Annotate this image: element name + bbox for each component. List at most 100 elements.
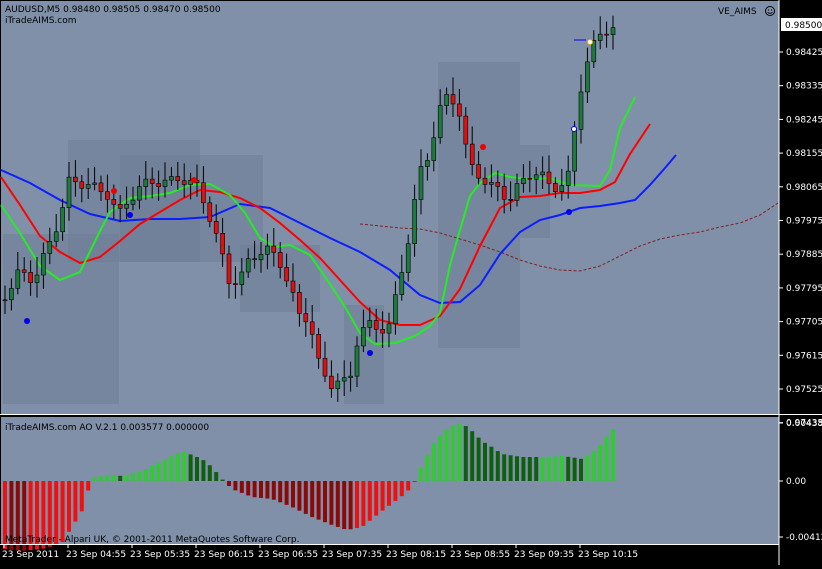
candle-body xyxy=(162,179,168,187)
ao-bar xyxy=(79,481,84,512)
ao-bar xyxy=(508,455,513,481)
candle-body xyxy=(130,199,136,205)
candle-body xyxy=(149,178,155,184)
ao-bar xyxy=(118,475,123,481)
candle-body xyxy=(425,160,430,167)
ao-bar xyxy=(393,481,398,501)
candle-body xyxy=(271,245,277,253)
candle-body xyxy=(437,105,443,139)
price-tick-label: 0.97975 xyxy=(786,217,822,227)
candle-body xyxy=(124,204,129,209)
ao-tick-label: 0.00 xyxy=(786,477,806,487)
candle-body xyxy=(2,299,8,302)
ao-bar xyxy=(105,475,110,481)
oscillator-pane[interactable] xyxy=(1,417,779,544)
candle-body xyxy=(489,182,494,185)
ao-bar xyxy=(111,475,116,481)
candle-body xyxy=(34,274,40,283)
ao-bar xyxy=(303,481,308,514)
ao-bar xyxy=(553,456,558,481)
ao-bar xyxy=(86,481,91,491)
price-tick-label: 0.97885 xyxy=(786,250,822,260)
ao-bar xyxy=(348,481,353,530)
time-tick-label: 23 Sep 10:15 xyxy=(578,550,638,560)
ao-bar xyxy=(572,457,577,481)
candle-body xyxy=(169,176,174,181)
candle-body xyxy=(117,203,123,209)
ao-bar xyxy=(28,481,33,551)
brand-label: iTradeAIMS.com xyxy=(5,16,77,26)
ao-bar xyxy=(297,481,302,511)
candle-body xyxy=(143,178,149,187)
candle-body xyxy=(565,170,571,186)
price-tick-label: 0.98425 xyxy=(786,48,822,58)
ao-bar xyxy=(591,451,596,481)
price-tick-label: 0.97615 xyxy=(786,351,822,361)
candle-body xyxy=(373,320,379,330)
candle-body xyxy=(41,253,46,276)
candle-body xyxy=(9,288,14,301)
time-axis: 23 Sep 2011 23 Sep 04:55 23 Sep 05:35 23 Se… xyxy=(2,544,638,560)
candle-body xyxy=(572,129,577,172)
candle-body xyxy=(585,61,590,93)
candle-body xyxy=(28,272,33,283)
ao-bar xyxy=(175,453,180,481)
ao-bar xyxy=(419,468,423,481)
ao-tick-label: 0.004388 xyxy=(786,419,822,429)
ao-bar xyxy=(476,437,481,481)
ao-bar xyxy=(323,481,327,523)
candle-body xyxy=(578,91,584,130)
candle-body xyxy=(277,252,283,268)
candle-body xyxy=(597,33,603,41)
candle-body xyxy=(47,241,53,254)
candle-body xyxy=(405,243,411,273)
ao-bar xyxy=(239,481,244,493)
candle-body xyxy=(175,176,181,182)
ao-bar xyxy=(252,481,257,498)
ao-bar xyxy=(47,481,52,547)
ao-bar xyxy=(15,481,20,551)
signal-dot xyxy=(480,144,486,150)
ao-bar xyxy=(35,481,39,550)
ao-bar xyxy=(9,481,14,550)
candle-body xyxy=(431,137,437,161)
candle-body xyxy=(66,176,72,208)
candle-body xyxy=(393,294,398,325)
candle-body xyxy=(463,115,469,145)
candle-body xyxy=(309,321,315,335)
candle-body xyxy=(73,176,78,183)
time-tick-label: 23 Sep 07:35 xyxy=(322,550,382,560)
ao-bar xyxy=(246,481,251,496)
ao-bar xyxy=(143,469,148,481)
ao-bar xyxy=(54,481,59,545)
price-tick-label: 0.98065 xyxy=(786,183,822,193)
ao-bar xyxy=(431,442,436,481)
candle-body xyxy=(418,166,424,200)
ao-bar xyxy=(355,481,359,528)
price-axis: 0.98425 0.98335 0.98245 0.98155 0.98065 0.979… xyxy=(779,48,822,429)
ao-bar xyxy=(92,477,97,481)
ao-bar xyxy=(22,481,27,551)
candle-body xyxy=(450,94,456,105)
candle-body xyxy=(181,180,187,185)
ao-bar xyxy=(598,444,603,481)
time-tick-label: 23 Sep 06:55 xyxy=(258,550,318,560)
ao-bar xyxy=(182,451,187,481)
price-tick-label: 0.97705 xyxy=(786,318,822,328)
candle-body xyxy=(399,272,405,295)
copyright-text: MetaTrader - Alpari UK, © 2001-2011 Meta… xyxy=(5,535,299,545)
ao-bar xyxy=(547,456,551,481)
price-tick-label: 0.97795 xyxy=(786,284,822,294)
signal-dots xyxy=(24,39,593,356)
price-tick-label: 0.98245 xyxy=(786,115,822,125)
ao-bar xyxy=(515,456,519,481)
candle-body xyxy=(252,258,257,261)
ao-bar xyxy=(291,481,295,508)
ao-bar xyxy=(284,481,289,505)
candle-body xyxy=(220,233,225,255)
slow-ma-line xyxy=(0,154,677,305)
ao-bar xyxy=(163,459,167,481)
candle-body xyxy=(610,27,616,35)
candle-body xyxy=(553,183,558,193)
